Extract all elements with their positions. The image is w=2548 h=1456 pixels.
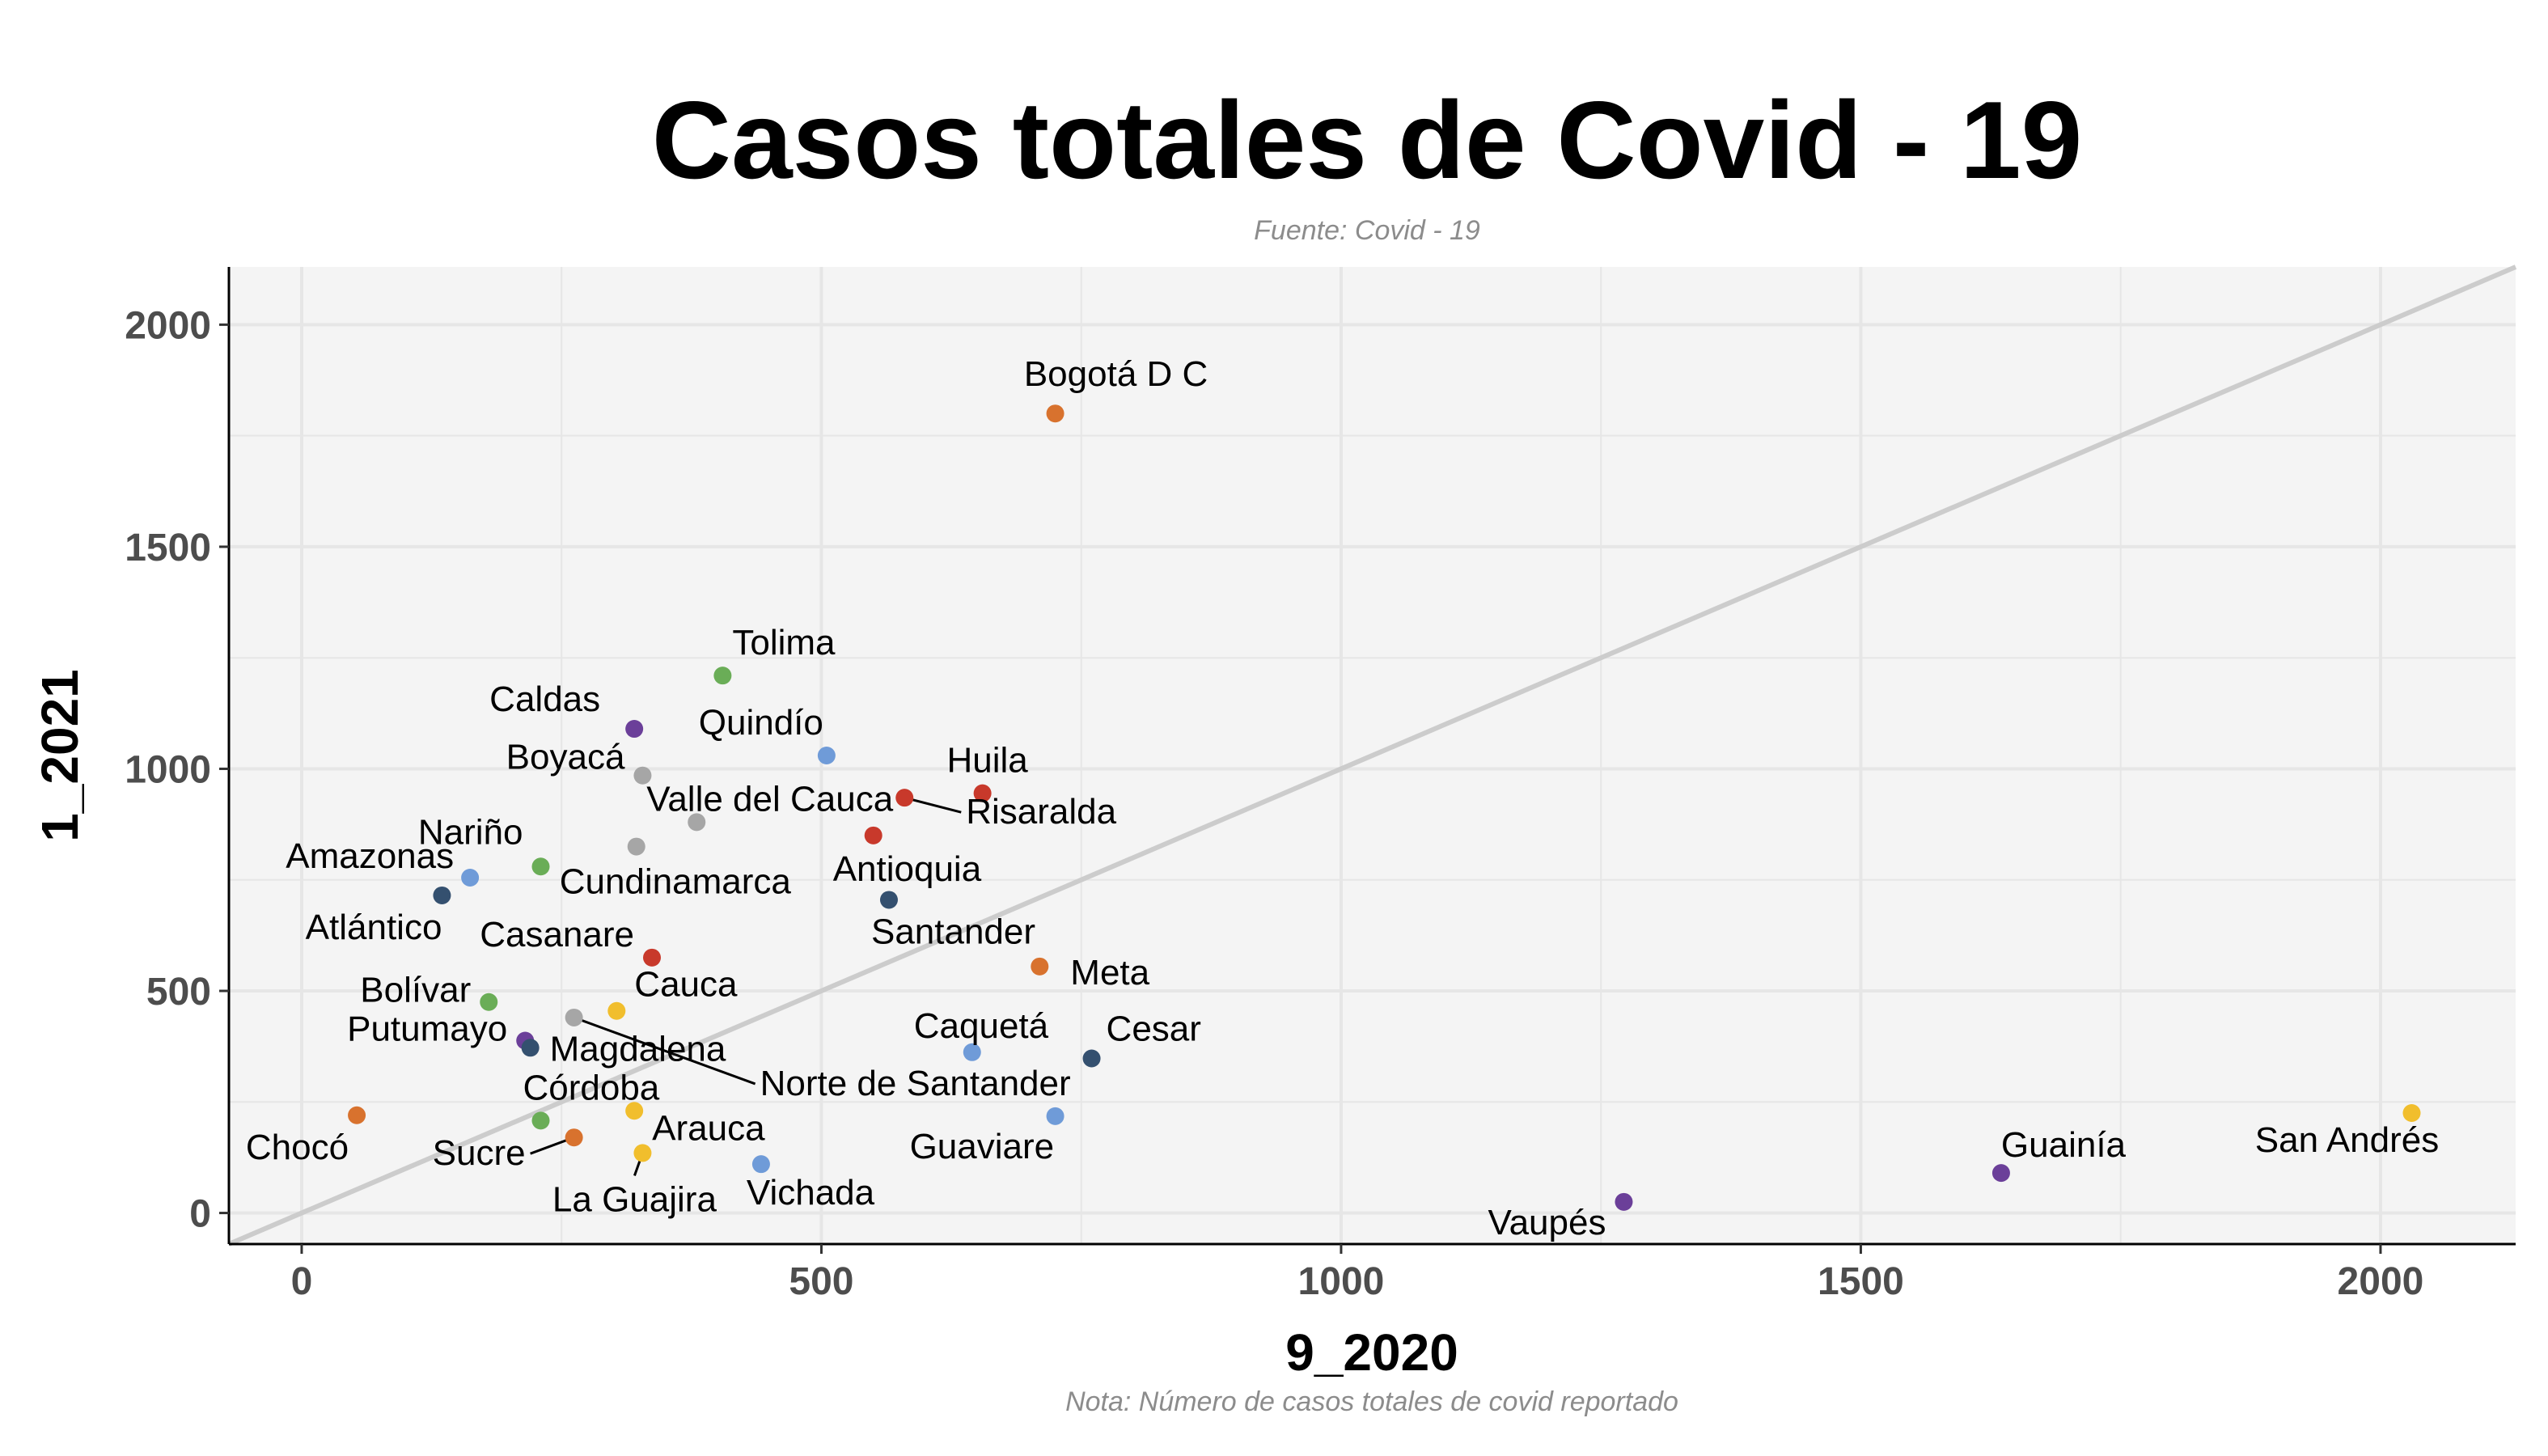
point-choco xyxy=(348,1106,366,1124)
point-label-choco: Chocó xyxy=(246,1128,349,1167)
point-cauca xyxy=(607,1001,626,1020)
point-label-tolima: Tolima xyxy=(732,623,836,662)
point-label-bogota-d-c: Bogotá D C xyxy=(1024,354,1208,394)
point-label-valle-del-cauca: Valle del Cauca xyxy=(646,779,893,819)
point-label-caldas: Caldas xyxy=(489,679,600,719)
x-tick-label: 1500 xyxy=(1818,1260,1904,1303)
point-label-huila: Huila xyxy=(946,741,1028,781)
x-tick-label: 1000 xyxy=(1298,1260,1385,1303)
point-label-sucre: Sucre xyxy=(433,1133,526,1173)
reference-line xyxy=(227,265,2517,1246)
point-label-risaralda: Risaralda xyxy=(966,792,1116,832)
point-label-san-andres: San Andrés xyxy=(2255,1120,2440,1160)
y-axis-ticks: 0 500 1000 1500 2000 xyxy=(125,304,229,1236)
point-san-andres xyxy=(2402,1104,2421,1123)
point-vichada xyxy=(751,1155,770,1174)
point-valle-del-cauca xyxy=(688,813,706,832)
point-label-caqueta: Caquetá xyxy=(914,1006,1049,1046)
y-tick-label: 2000 xyxy=(125,304,211,347)
y-tick-label: 0 xyxy=(189,1193,211,1236)
point-amazonas xyxy=(461,869,480,887)
point-label-amazonas: Amazonas xyxy=(286,836,454,876)
point-caldas xyxy=(625,720,644,739)
point-cesar xyxy=(1082,1049,1101,1068)
point-label-narino: Nariño xyxy=(418,812,523,852)
point-narino xyxy=(531,857,550,876)
point-label-vichada: Vichada xyxy=(747,1173,875,1213)
point-cundinamarca xyxy=(627,837,645,856)
point-labels: Bogotá D C Tolima Caldas Quindío Boyacá Huila… xyxy=(246,354,2439,1242)
point-label-cesar: Cesar xyxy=(1107,1009,1201,1048)
point-label-santander: Santander xyxy=(871,912,1035,951)
point-quindio xyxy=(817,747,836,764)
point-la-guajira xyxy=(633,1144,652,1162)
x-tick-label: 0 xyxy=(291,1260,313,1303)
point-label-putumayo: Putumayo xyxy=(347,1009,507,1049)
point-label-cundinamarca: Cundinamarca xyxy=(560,862,792,902)
point-label-bolivar: Bolívar xyxy=(360,971,471,1010)
point-label-la-guajira: La Guajira xyxy=(552,1179,717,1219)
y-axis-title: 1_2021 xyxy=(31,669,89,842)
chart-title: Casos totales de Covid - 19 xyxy=(652,78,2083,201)
x-axis-ticks: 0 500 1000 1500 2000 xyxy=(291,1244,2424,1303)
x-axis-title: 9_2020 xyxy=(1285,1323,1458,1382)
x-tick-label: 2000 xyxy=(2338,1260,2424,1303)
point-bolivar xyxy=(480,993,498,1011)
point-guainia xyxy=(1991,1164,2010,1183)
point-boyaca xyxy=(633,766,652,785)
leader-line-risaralda xyxy=(904,796,962,814)
point-label-quindio: Quindío xyxy=(699,703,823,743)
point-magdalena xyxy=(521,1039,540,1057)
point-arauca xyxy=(625,1102,644,1120)
point-label-cauca: Cauca xyxy=(634,965,738,1005)
y-tick-label: 1500 xyxy=(125,527,211,569)
point-bogota-d-c xyxy=(1046,404,1064,423)
point-label-cordoba: Córdoba xyxy=(523,1068,660,1107)
point-label-arauca: Arauca xyxy=(652,1108,765,1148)
point-meta xyxy=(1031,957,1049,976)
point-guaviare xyxy=(1046,1107,1064,1125)
point-label-guainia: Guainía xyxy=(2001,1125,2127,1165)
x-tick-label: 500 xyxy=(789,1260,853,1303)
point-caqueta xyxy=(963,1043,981,1061)
point-sucre xyxy=(565,1128,583,1147)
point-label-casanare: Casanare xyxy=(480,915,634,954)
point-antioquia xyxy=(864,826,882,844)
y-tick-label: 500 xyxy=(146,971,211,1014)
chart-caption: Nota: Número de casos totales de covid r… xyxy=(1065,1386,1678,1417)
point-atlantico xyxy=(433,886,451,904)
point-casanare xyxy=(642,948,661,967)
point-cordoba xyxy=(531,1111,550,1130)
point-label-magdalena: Magdalena xyxy=(550,1029,726,1069)
point-santander xyxy=(879,891,898,909)
point-label-meta: Meta xyxy=(1070,953,1149,993)
chart-subtitle: Fuente: Covid - 19 xyxy=(1254,215,1480,246)
point-norte-de-santander xyxy=(565,1008,583,1026)
point-tolima xyxy=(713,667,732,685)
leader-line-norte-de-santander xyxy=(574,1016,756,1086)
point-risaralda xyxy=(895,789,914,807)
point-label-antioquia: Antioquia xyxy=(833,849,982,889)
point-vaupes xyxy=(1615,1192,1633,1211)
point-label-atlantico: Atlántico xyxy=(306,908,442,947)
data-points xyxy=(348,404,2421,1211)
point-huila xyxy=(973,784,992,802)
point-label-guaviare: Guaviare xyxy=(910,1127,1055,1166)
point-label-norte-de-santander: Norte de Santander xyxy=(760,1064,1071,1103)
y-tick-label: 1000 xyxy=(125,748,211,791)
point-label-vaupes: Vaupés xyxy=(1488,1203,1606,1242)
point-label-boyaca: Boyacá xyxy=(506,738,625,777)
